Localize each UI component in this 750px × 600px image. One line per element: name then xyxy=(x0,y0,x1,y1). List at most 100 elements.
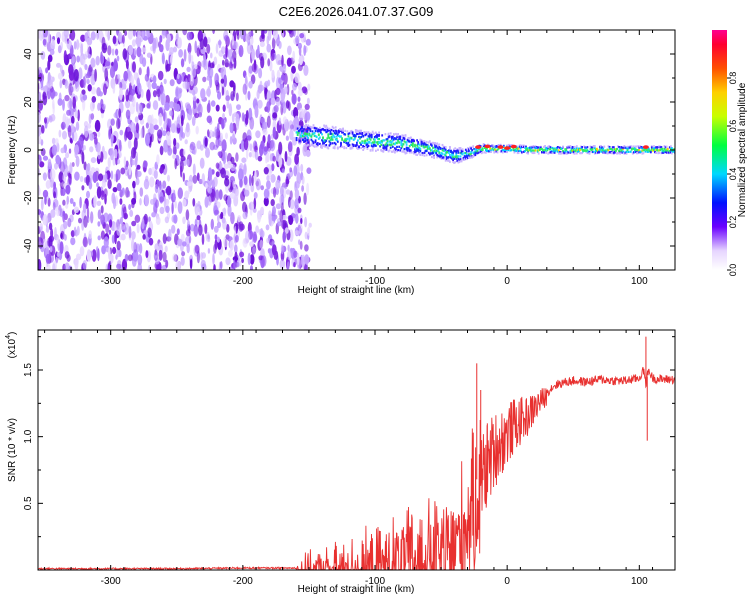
signal-point xyxy=(414,148,416,151)
noise-speckle xyxy=(263,30,268,34)
noise-speckle xyxy=(186,107,193,121)
noise-speckle xyxy=(103,236,109,249)
signal-point xyxy=(442,156,445,159)
noise-speckle xyxy=(92,171,98,184)
signal-point xyxy=(491,144,494,147)
signal-point xyxy=(299,134,302,137)
signal-point xyxy=(475,148,478,151)
noise-speckle xyxy=(153,124,159,131)
signal-point xyxy=(314,139,317,142)
signal-point xyxy=(323,124,325,127)
noise-speckle xyxy=(182,149,186,156)
signal-point xyxy=(546,149,549,152)
noise-speckle xyxy=(73,206,80,214)
signal-point xyxy=(566,150,569,153)
signal-point xyxy=(437,144,440,147)
signal-point xyxy=(386,139,389,142)
signal-point xyxy=(592,150,595,153)
signal-point xyxy=(593,152,596,155)
noise-speckle xyxy=(117,31,123,43)
signal-point xyxy=(650,146,653,149)
noise-speckle xyxy=(129,209,134,217)
signal-point xyxy=(364,134,367,137)
noise-speckle xyxy=(239,251,245,258)
signal-point xyxy=(425,154,428,157)
signal-point xyxy=(301,134,303,138)
noise-speckle xyxy=(64,79,69,89)
signal-point xyxy=(336,147,339,150)
noise-speckle xyxy=(71,115,75,124)
noise-speckle xyxy=(278,77,282,84)
signal-point xyxy=(404,151,407,154)
noise-speckle xyxy=(260,185,265,191)
noise-speckle xyxy=(169,79,175,87)
noise-speckle xyxy=(38,72,43,82)
noise-speckle xyxy=(163,78,167,85)
noise-speckle xyxy=(224,177,230,187)
signal-point xyxy=(621,151,624,154)
noise-speckle xyxy=(152,118,158,125)
signal-point xyxy=(309,125,312,128)
signal-point xyxy=(455,151,458,154)
signal-point xyxy=(523,145,525,148)
signal-point xyxy=(295,137,298,140)
signal-point xyxy=(457,157,460,160)
signal-point xyxy=(382,144,385,147)
signal-point xyxy=(333,135,336,139)
signal-point xyxy=(315,127,318,130)
signal-point xyxy=(483,151,486,154)
noise-speckle xyxy=(141,30,144,39)
noise-speckle xyxy=(235,188,239,200)
signal-point xyxy=(333,141,336,145)
signal-point xyxy=(388,149,391,152)
noise-speckle xyxy=(131,39,136,47)
noise-speckle xyxy=(38,111,41,124)
noise-speckle xyxy=(108,229,112,235)
signal-point xyxy=(644,147,647,150)
noise-speckle xyxy=(212,30,215,34)
signal-point xyxy=(433,156,435,159)
signal-point xyxy=(456,155,459,158)
noise-speckle xyxy=(296,30,300,37)
noise-speckle xyxy=(143,160,148,168)
signal-point xyxy=(593,145,596,148)
noise-speckle xyxy=(226,99,230,109)
noise-speckle xyxy=(177,37,182,49)
signal-point xyxy=(458,160,461,163)
signal-point xyxy=(666,147,669,151)
signal-point xyxy=(464,151,467,155)
signal-point xyxy=(298,142,301,145)
signal-point xyxy=(673,148,675,151)
noise-speckle xyxy=(177,201,183,214)
signal-point xyxy=(417,141,420,144)
signal-point xyxy=(373,141,376,144)
signal-point xyxy=(576,148,579,151)
noise-speckle xyxy=(270,173,276,183)
noise-speckle xyxy=(231,35,235,46)
signal-point xyxy=(628,146,631,149)
signal-point xyxy=(580,152,582,155)
signal-point xyxy=(359,129,361,132)
signal-point xyxy=(418,152,421,155)
signal-point xyxy=(372,145,375,148)
noise-speckle xyxy=(212,253,215,265)
noise-speckle xyxy=(196,215,201,221)
signal-point xyxy=(351,131,354,134)
signal-point xyxy=(369,132,372,135)
signal-point xyxy=(308,133,311,136)
noise-speckle xyxy=(82,53,88,60)
signal-point xyxy=(310,143,313,146)
signal-point xyxy=(435,145,438,148)
signal-point xyxy=(539,148,542,151)
noise-speckle xyxy=(296,252,300,266)
signal-point xyxy=(471,149,473,152)
noise-speckle xyxy=(88,181,93,190)
noise-speckle xyxy=(66,40,73,50)
noise-speckle xyxy=(247,252,251,265)
signal-point xyxy=(297,125,300,128)
signal-point xyxy=(567,151,570,154)
signal-point xyxy=(470,152,472,155)
noise-speckle xyxy=(205,231,210,242)
signal-point xyxy=(397,133,399,136)
